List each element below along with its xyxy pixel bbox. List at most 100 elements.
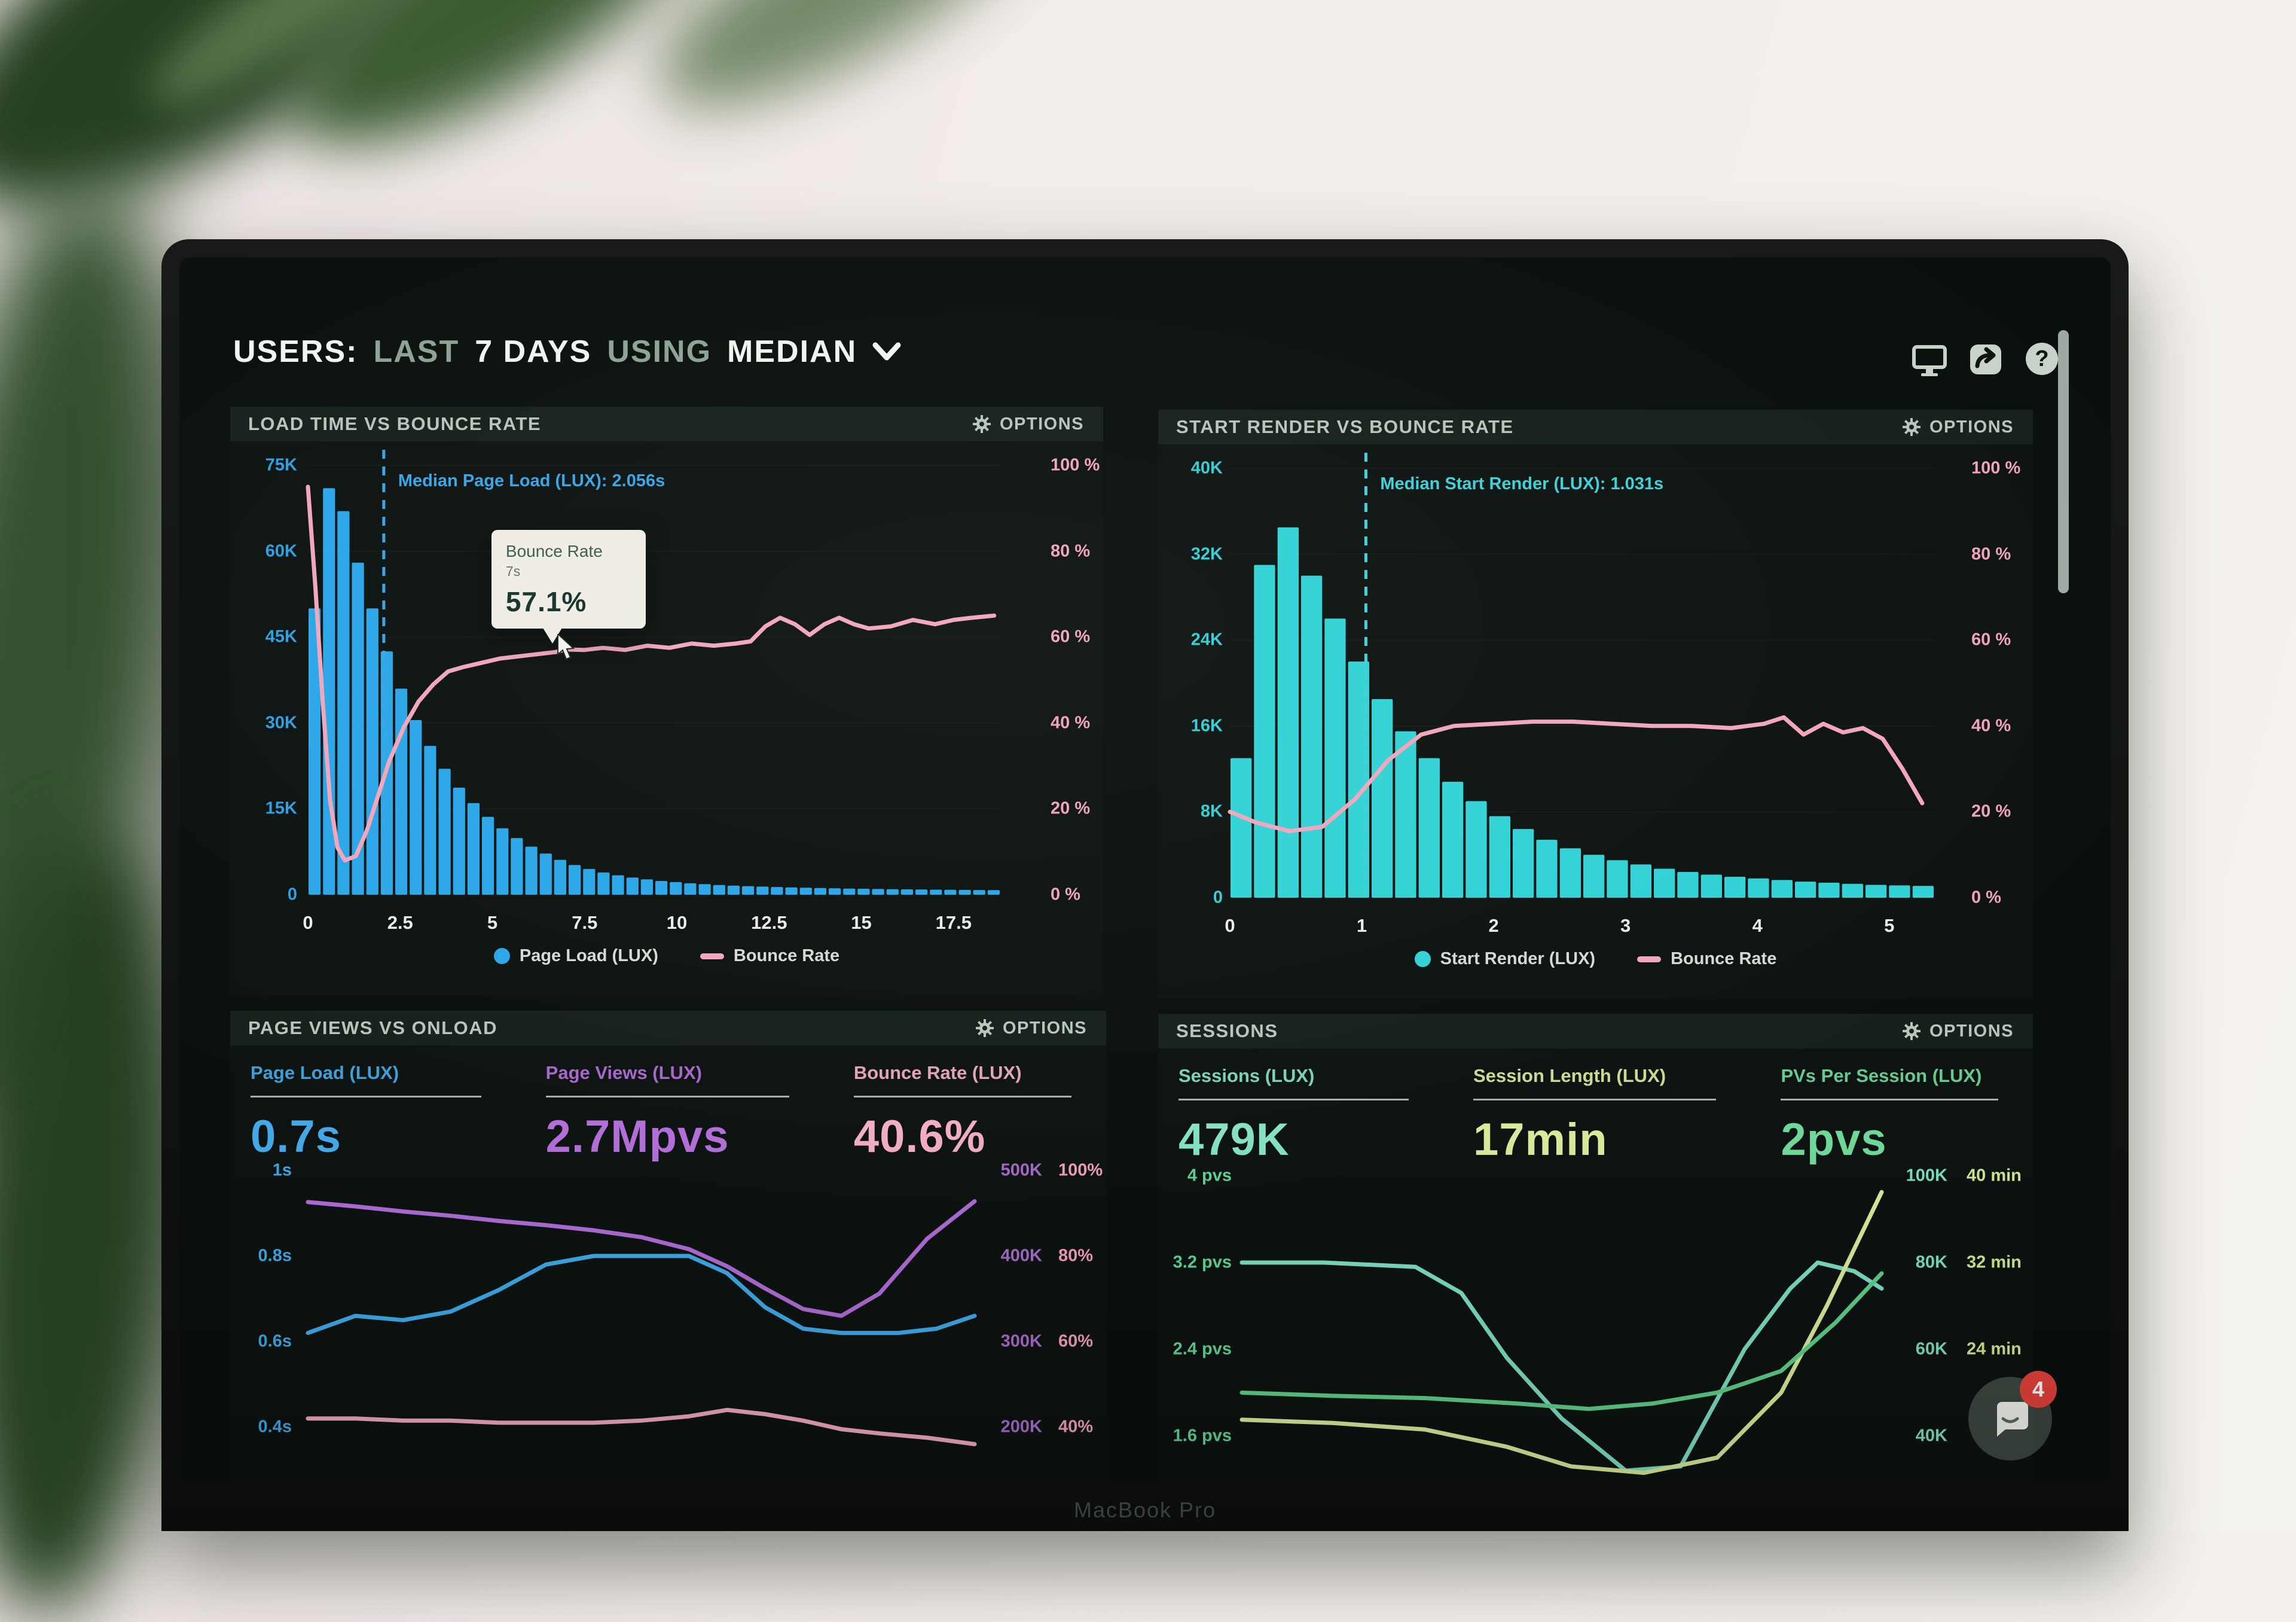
axis-tick-label: 60K — [265, 541, 297, 561]
panel-titlebar: SESSIONS OPTIONS — [1158, 1014, 2033, 1048]
x-axis-tick: 5 — [1884, 915, 1895, 936]
chat-widget-button[interactable]: 4 — [1968, 1371, 2057, 1461]
metrics-row: Sessions (LUX) 479K Session Length (LUX)… — [1158, 1048, 2033, 1166]
mouse-cursor — [557, 632, 577, 660]
options-label: OPTIONS — [1929, 417, 2014, 437]
axis-tick-label: 20 % — [1051, 798, 1091, 818]
x-axis-tick: 17.5 — [935, 912, 972, 933]
axis-tick-label: 0 % — [1051, 885, 1080, 904]
panel-titlebar: PAGE VIEWS VS ONLOAD OPTIONS — [230, 1011, 1106, 1045]
options-button[interactable]: OPTIONS — [1898, 417, 2017, 438]
x-axis-tick: 15 — [851, 912, 872, 933]
panel-title: SESSIONS — [1176, 1020, 1278, 1041]
panel-start-render-vs-bounce-rate: START RENDER VS BOUNCE RATE OPTIONS 40K 3… — [1158, 410, 2033, 999]
dashboard-title[interactable]: USERS: LAST 7 DAYS USING MEDIAN — [233, 334, 901, 370]
share-icon[interactable] — [1967, 340, 2005, 378]
axis-tick-label: 100% — [1058, 1160, 1103, 1180]
axis-tick-label: 40K — [1915, 1426, 1947, 1446]
legend-marker — [1637, 956, 1662, 962]
tooltip-subtitle: 7s — [505, 563, 521, 580]
metric-label: Bounce Rate (LUX) — [853, 1062, 1022, 1083]
legend-item: Page Load (LUX) — [493, 946, 658, 966]
legend-item: Bounce Rate — [700, 946, 839, 966]
axis-tick-label: 32 min — [1967, 1252, 2022, 1272]
chart-canvas — [306, 1199, 977, 1447]
metric-underline — [251, 1096, 481, 1097]
chart-legend: Start Render (LUX) Bounce Rate — [1158, 949, 2033, 969]
x-axis-tick: 3 — [1620, 915, 1631, 936]
metric-label: Page Load (LUX) — [251, 1062, 399, 1083]
display-icon[interactable] — [1910, 340, 1949, 378]
metric-value: 2pvs — [1781, 1114, 1887, 1165]
metric-value: 0.7s — [251, 1111, 341, 1162]
metric-sessions: Sessions (LUX) 479K — [1178, 1065, 1435, 1166]
scrollbar-thumb[interactable] — [2058, 330, 2069, 593]
title-segment: LAST — [373, 334, 460, 369]
axis-tick-label: 60K — [1915, 1339, 1947, 1359]
axis-tick-label: 2.4 pvs — [1173, 1339, 1232, 1359]
axis-tick-label: 0 % — [1971, 888, 2001, 907]
chat-unread-badge: 4 — [2020, 1371, 2057, 1408]
axis-tick-label: 3.2 pvs — [1173, 1252, 1232, 1272]
options-button[interactable]: OPTIONS — [972, 1018, 1091, 1039]
legend-label: Bounce Rate — [1671, 949, 1777, 968]
tooltip-title: Bounce Rate — [505, 542, 603, 561]
panel-page-views-vs-onload: PAGE VIEWS VS ONLOAD OPTIONS Page Load (… — [230, 1011, 1106, 1483]
x-axis-tick: 0 — [303, 912, 313, 933]
help-icon[interactable]: ? — [2023, 340, 2061, 378]
chart-tooltip: Bounce Rate 7s 57.1% — [491, 530, 646, 644]
chart-canvas — [1228, 453, 1935, 898]
chart-legend: Page Load (LUX) Bounce Rate — [230, 946, 1103, 966]
axis-tick-label: 40K — [1190, 458, 1223, 478]
options-button[interactable]: OPTIONS — [969, 414, 1088, 435]
chevron-down-icon — [872, 342, 901, 361]
axis-tick-label: 20 % — [1971, 801, 2011, 821]
metric-page-load: Page Load (LUX) 0.7s — [251, 1062, 508, 1163]
metric-underline — [853, 1096, 1071, 1097]
x-axis-tick: 4 — [1752, 915, 1763, 936]
axis-tick-label: 80K — [1915, 1252, 1947, 1272]
metric-label: Session Length (LUX) — [1473, 1065, 1666, 1086]
metric-pvs-per-session: PVs Per Session (LUX) 2pvs — [1781, 1065, 2025, 1166]
chart-start-render: 40K 32K 24K 16K 8K 0 100 % 80 % 60 % 40 % 20 % 0 % M… — [1158, 410, 2033, 999]
axis-tick-label: 0 — [287, 885, 297, 904]
axis-tick-label: 80% — [1058, 1246, 1094, 1266]
axis-tick-label: 1s — [272, 1160, 292, 1180]
chart-sessions: 4 pvs 3.2 pvs 2.4 pvs 1.6 pvs 100K 80K 60K 40K 4… — [1158, 1014, 2033, 1483]
axis-tick-label: 100 % — [1971, 458, 2021, 478]
metric-underline — [1473, 1099, 1717, 1100]
panel-titlebar: LOAD TIME VS BOUNCE RATE OPTIONS — [230, 407, 1103, 441]
panel-title: LOAD TIME VS BOUNCE RATE — [248, 413, 542, 434]
axis-tick-label: 300K — [1000, 1331, 1042, 1351]
x-axis-tick: 1 — [1356, 915, 1367, 936]
axis-tick-label: 8K — [1200, 801, 1223, 821]
options-button[interactable]: OPTIONS — [1898, 1021, 2017, 1042]
axis-tick-label: 0 — [1213, 888, 1223, 907]
title-segment: MEDIAN — [727, 334, 857, 369]
title-segment: USING — [607, 334, 712, 369]
options-label: OPTIONS — [999, 414, 1084, 434]
metric-label: Page Views (LUX) — [545, 1062, 702, 1083]
metric-page-views: Page Views (LUX) 2.7Mpvs — [545, 1062, 816, 1163]
x-axis-tick: 0 — [1225, 915, 1235, 936]
axis-tick-label: 24K — [1190, 630, 1223, 650]
options-label: OPTIONS — [1002, 1018, 1087, 1038]
axis-tick-label: 60% — [1058, 1331, 1094, 1351]
panel-title: PAGE VIEWS VS ONLOAD — [248, 1017, 497, 1038]
metric-label: Sessions (LUX) — [1178, 1065, 1315, 1086]
gear-icon — [975, 1019, 994, 1037]
axis-tick-label: 60 % — [1971, 630, 2011, 650]
median-annotation: Median Page Load (LUX): 2.056s — [398, 471, 665, 490]
metric-value: 40.6% — [853, 1111, 986, 1162]
axis-tick-label: 16K — [1190, 716, 1223, 736]
gear-icon — [972, 415, 991, 433]
panel-load-time-vs-bounce-rate: LOAD TIME VS BOUNCE RATE OPTIONS 75K 60K 4… — [230, 407, 1103, 996]
header-toolbar: ? — [1910, 340, 2061, 378]
gear-icon — [1902, 1022, 1921, 1040]
axis-tick-label: 0.8s — [258, 1246, 292, 1266]
legend-label: Bounce Rate — [733, 946, 840, 965]
axis-tick-label: 200K — [1000, 1417, 1042, 1437]
axis-tick-label: 80 % — [1051, 541, 1091, 561]
plant-leaf-blur — [627, 0, 1071, 152]
legend-marker — [493, 948, 510, 964]
